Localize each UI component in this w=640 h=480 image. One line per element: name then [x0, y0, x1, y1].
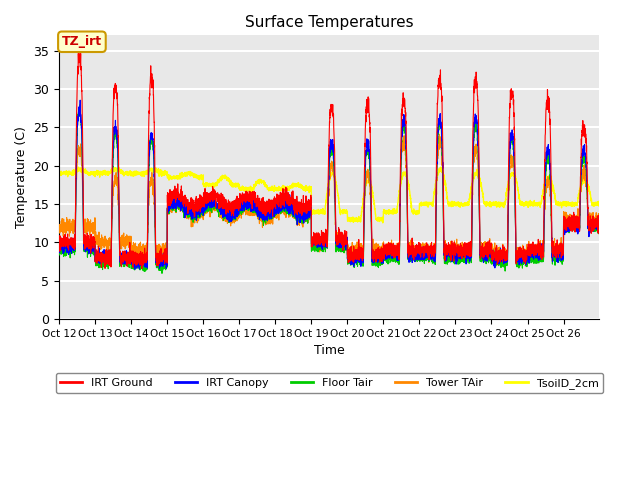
Title: Surface Temperatures: Surface Temperatures	[245, 15, 413, 30]
Text: TZ_irt: TZ_irt	[62, 35, 102, 48]
X-axis label: Time: Time	[314, 344, 345, 357]
Y-axis label: Temperature (C): Temperature (C)	[15, 126, 28, 228]
Legend: IRT Ground, IRT Canopy, Floor Tair, Tower TAir, TsoilD_2cm: IRT Ground, IRT Canopy, Floor Tair, Towe…	[56, 373, 603, 393]
